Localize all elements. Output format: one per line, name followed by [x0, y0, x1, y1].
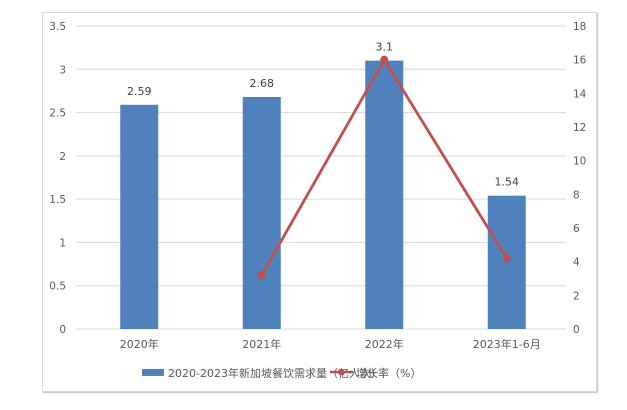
bar — [242, 96, 281, 329]
right-axis-ticks: 0 2 4 6 8 10 12 14 16 18 — [573, 21, 587, 336]
left-tick-label: 0 — [59, 324, 66, 336]
legend-bar-swatch — [142, 369, 164, 376]
bar — [487, 195, 526, 329]
right-tick-label: 10 — [573, 156, 586, 168]
left-tick-label: 1.5 — [49, 194, 66, 206]
left-tick-label: 2.5 — [49, 108, 66, 120]
category-label: 2023年1-6月 — [473, 337, 541, 351]
left-tick-label: 3 — [59, 64, 66, 76]
left-tick-label: 3.5 — [49, 21, 66, 33]
line-marker — [380, 55, 389, 64]
right-tick-label: 16 — [573, 55, 587, 67]
right-tick-label: 8 — [573, 189, 580, 201]
left-tick-label: 0.5 — [49, 281, 66, 293]
legend-line-marker — [337, 368, 345, 376]
legend-bar-label: 2020-2023年新加坡餐饮需求量（亿人次） — [168, 366, 382, 380]
line-marker — [502, 254, 511, 263]
left-axis-ticks: 0 0.5 1 1.5 2 2.5 3 3.5 — [49, 21, 66, 336]
category-label: 2022年 — [365, 337, 404, 351]
x-axis-labels: 2020年 2021年 2022年 2023年1-6月 — [120, 337, 541, 351]
left-tick-label: 1 — [59, 237, 66, 249]
line-series — [257, 55, 511, 280]
right-tick-label: 14 — [573, 88, 587, 100]
right-tick-label: 6 — [573, 223, 580, 235]
category-label: 2020年 — [120, 337, 159, 351]
bar-value-label: 2.59 — [127, 85, 152, 98]
bar — [120, 104, 159, 329]
right-tick-label: 12 — [573, 122, 586, 134]
bar-value-label: 1.54 — [495, 176, 520, 189]
right-tick-label: 0 — [573, 324, 580, 336]
legend: 2020-2023年新加坡餐饮需求量（亿人次） 增长率（%） — [142, 366, 421, 380]
bar-series: 2.59 2.68 3.1 1.54 — [120, 41, 526, 329]
right-tick-label: 18 — [573, 21, 586, 33]
bar — [365, 60, 404, 329]
bar-value-label: 3.1 — [376, 41, 394, 54]
line-marker — [257, 271, 266, 280]
right-tick-label: 2 — [573, 290, 580, 302]
category-label: 2021年 — [242, 337, 281, 351]
legend-line-label: 增长率（%） — [356, 366, 421, 380]
chart-frame — [42, 12, 597, 392]
bar-value-label: 2.68 — [250, 77, 275, 90]
left-tick-label: 2 — [59, 151, 66, 163]
right-tick-label: 4 — [573, 257, 580, 269]
